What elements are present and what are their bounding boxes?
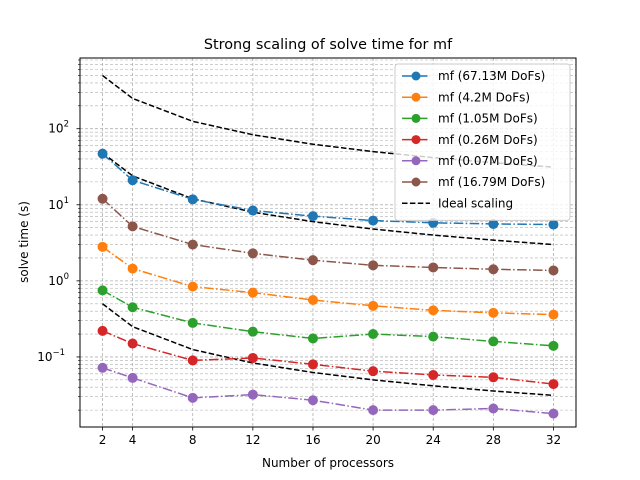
data-point-marker: [488, 372, 499, 383]
data-point-marker: [428, 305, 439, 316]
y-tick-label: 101: [48, 196, 69, 212]
data-point-marker: [127, 338, 138, 349]
data-point-marker: [307, 255, 318, 266]
data-point-marker: [247, 389, 258, 400]
x-tick-label: 16: [305, 433, 320, 447]
data-point-marker: [488, 307, 499, 318]
data-point-marker: [187, 317, 198, 328]
legend: mf (67.13M DoFs) mf (4.2M DoFs) mf (1.05M …: [394, 63, 571, 221]
legend-swatch-marker: [411, 135, 421, 145]
data-point-marker: [368, 215, 379, 226]
ideal-scaling-line: [102, 152, 554, 246]
chart-title: Strong scaling of solve time for mf: [204, 37, 453, 53]
legend-label: mf (67.13M DoFs): [438, 69, 545, 83]
data-point-marker: [368, 366, 379, 377]
legend-label: mf (1.05M DoFs): [438, 112, 538, 126]
legend-swatch-marker: [411, 71, 421, 81]
data-point-marker: [187, 355, 198, 366]
legend-label: mf (16.79M DoFs): [438, 175, 545, 189]
x-tick-label: 24: [426, 433, 441, 447]
data-point-marker: [127, 175, 138, 186]
data-point-marker: [187, 281, 198, 292]
data-point-marker: [127, 372, 138, 383]
x-tick-label: 8: [189, 433, 197, 447]
data-point-marker: [548, 379, 559, 390]
ideal-scaling-line: [102, 303, 554, 397]
x-tick-label: 20: [365, 433, 380, 447]
data-point-marker: [247, 326, 258, 337]
data-point-marker: [97, 193, 108, 204]
data-point-marker: [428, 331, 439, 342]
data-point-marker: [127, 263, 138, 274]
data-point-marker: [247, 205, 258, 216]
grid: [80, 58, 576, 427]
data-point-marker: [428, 405, 439, 416]
series-line: [102, 289, 554, 347]
legend-label: mf (0.26M DoFs): [438, 133, 538, 147]
plot-frame: [79, 57, 577, 428]
y-tick-label: 102: [48, 120, 69, 136]
x-tick-label: 32: [546, 433, 561, 447]
series-lines: [97, 74, 559, 419]
legend-box: [394, 63, 571, 221]
data-point-marker: [307, 211, 318, 222]
data-point-marker: [368, 300, 379, 311]
data-point-marker: [187, 239, 198, 250]
y-axis-title: solve time (s): [17, 201, 31, 283]
data-point-marker: [368, 260, 379, 271]
data-point-marker: [247, 287, 258, 298]
x-tick-label: 4: [129, 433, 137, 447]
x-tick-label: 12: [245, 433, 260, 447]
x-axis-title: Number of processors: [262, 456, 394, 470]
data-point-marker: [368, 329, 379, 340]
data-point-marker: [488, 264, 499, 275]
data-point-marker: [488, 336, 499, 347]
ideal-scaling-line: [102, 74, 554, 168]
data-point-marker: [548, 265, 559, 276]
data-point-marker: [548, 309, 559, 320]
data-point-marker: [307, 295, 318, 306]
data-point-marker: [97, 285, 108, 296]
data-point-marker: [127, 221, 138, 232]
legend-swatch-marker: [411, 92, 421, 102]
data-point-marker: [548, 408, 559, 419]
data-point-marker: [97, 241, 108, 252]
data-point-marker: [97, 325, 108, 336]
legend-swatch-marker: [411, 177, 421, 187]
data-point-marker: [548, 219, 559, 230]
data-point-marker: [187, 392, 198, 403]
legend-swatch-marker: [411, 113, 421, 123]
data-point-marker: [247, 352, 258, 363]
x-tick-label: 2: [99, 433, 107, 447]
series-line: [102, 246, 554, 316]
legend-label: mf (0.07M DoFs): [438, 154, 538, 168]
data-point-marker: [127, 302, 138, 313]
data-point-marker: [368, 405, 379, 416]
data-point-marker: [187, 194, 198, 205]
data-point-marker: [307, 395, 318, 406]
y-tick-label: 100: [48, 272, 69, 288]
data-point-marker: [428, 262, 439, 273]
data-point-marker: [97, 148, 108, 159]
data-point-marker: [247, 248, 258, 259]
legend-label: mf (4.2M DoFs): [438, 90, 530, 104]
data-point-marker: [428, 369, 439, 380]
y-tick-label: 10−1: [37, 348, 65, 364]
data-point-marker: [488, 403, 499, 414]
data-point-marker: [307, 359, 318, 370]
legend-swatch-marker: [411, 156, 421, 166]
data-point-marker: [548, 340, 559, 351]
data-point-marker: [97, 362, 108, 373]
x-tick-label: 28: [486, 433, 501, 447]
data-point-marker: [307, 333, 318, 344]
legend-label: Ideal scaling: [438, 196, 513, 210]
